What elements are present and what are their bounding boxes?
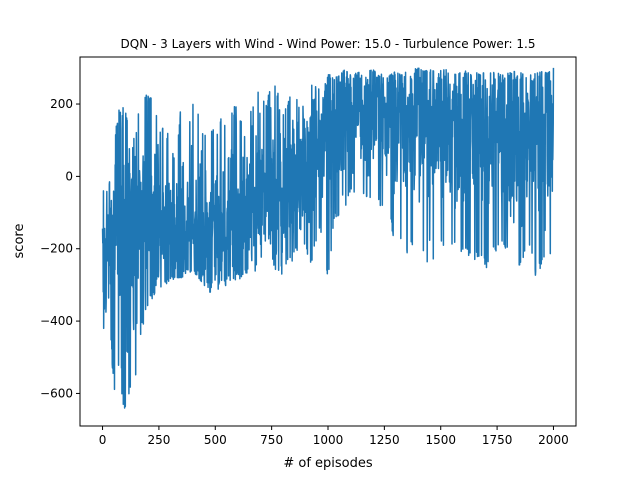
y-tick-label: −200 <box>40 242 73 256</box>
series-line <box>101 67 555 409</box>
x-tick-label: 250 <box>147 433 170 447</box>
chart-title: DQN - 3 Layers with Wind - Wind Power: 1… <box>121 37 536 51</box>
y-tick-label: −600 <box>40 386 73 400</box>
x-tick-label: 750 <box>260 433 283 447</box>
x-tick-label: 500 <box>204 433 227 447</box>
x-tick-label: 1000 <box>313 433 344 447</box>
x-tick-label: 1750 <box>482 433 513 447</box>
y-tick-label: −400 <box>40 314 73 328</box>
x-tick-label: 2000 <box>538 433 569 447</box>
plot-line-layer <box>101 67 555 409</box>
y-tick-label: 200 <box>50 97 73 111</box>
y-tick-label: 0 <box>65 169 73 183</box>
y-axis-label: score <box>12 224 27 259</box>
x-tick-label: 1500 <box>425 433 456 447</box>
x-tick-label: 1250 <box>369 433 400 447</box>
x-axis-label: # of episodes <box>283 456 373 471</box>
x-ticks-layer: 0 250 500 750 1000 1250 1500 1750 2000 <box>99 426 569 447</box>
y-ticks-layer: −600 −400 −200 0 200 <box>40 97 80 400</box>
x-tick-label: 0 <box>99 433 107 447</box>
